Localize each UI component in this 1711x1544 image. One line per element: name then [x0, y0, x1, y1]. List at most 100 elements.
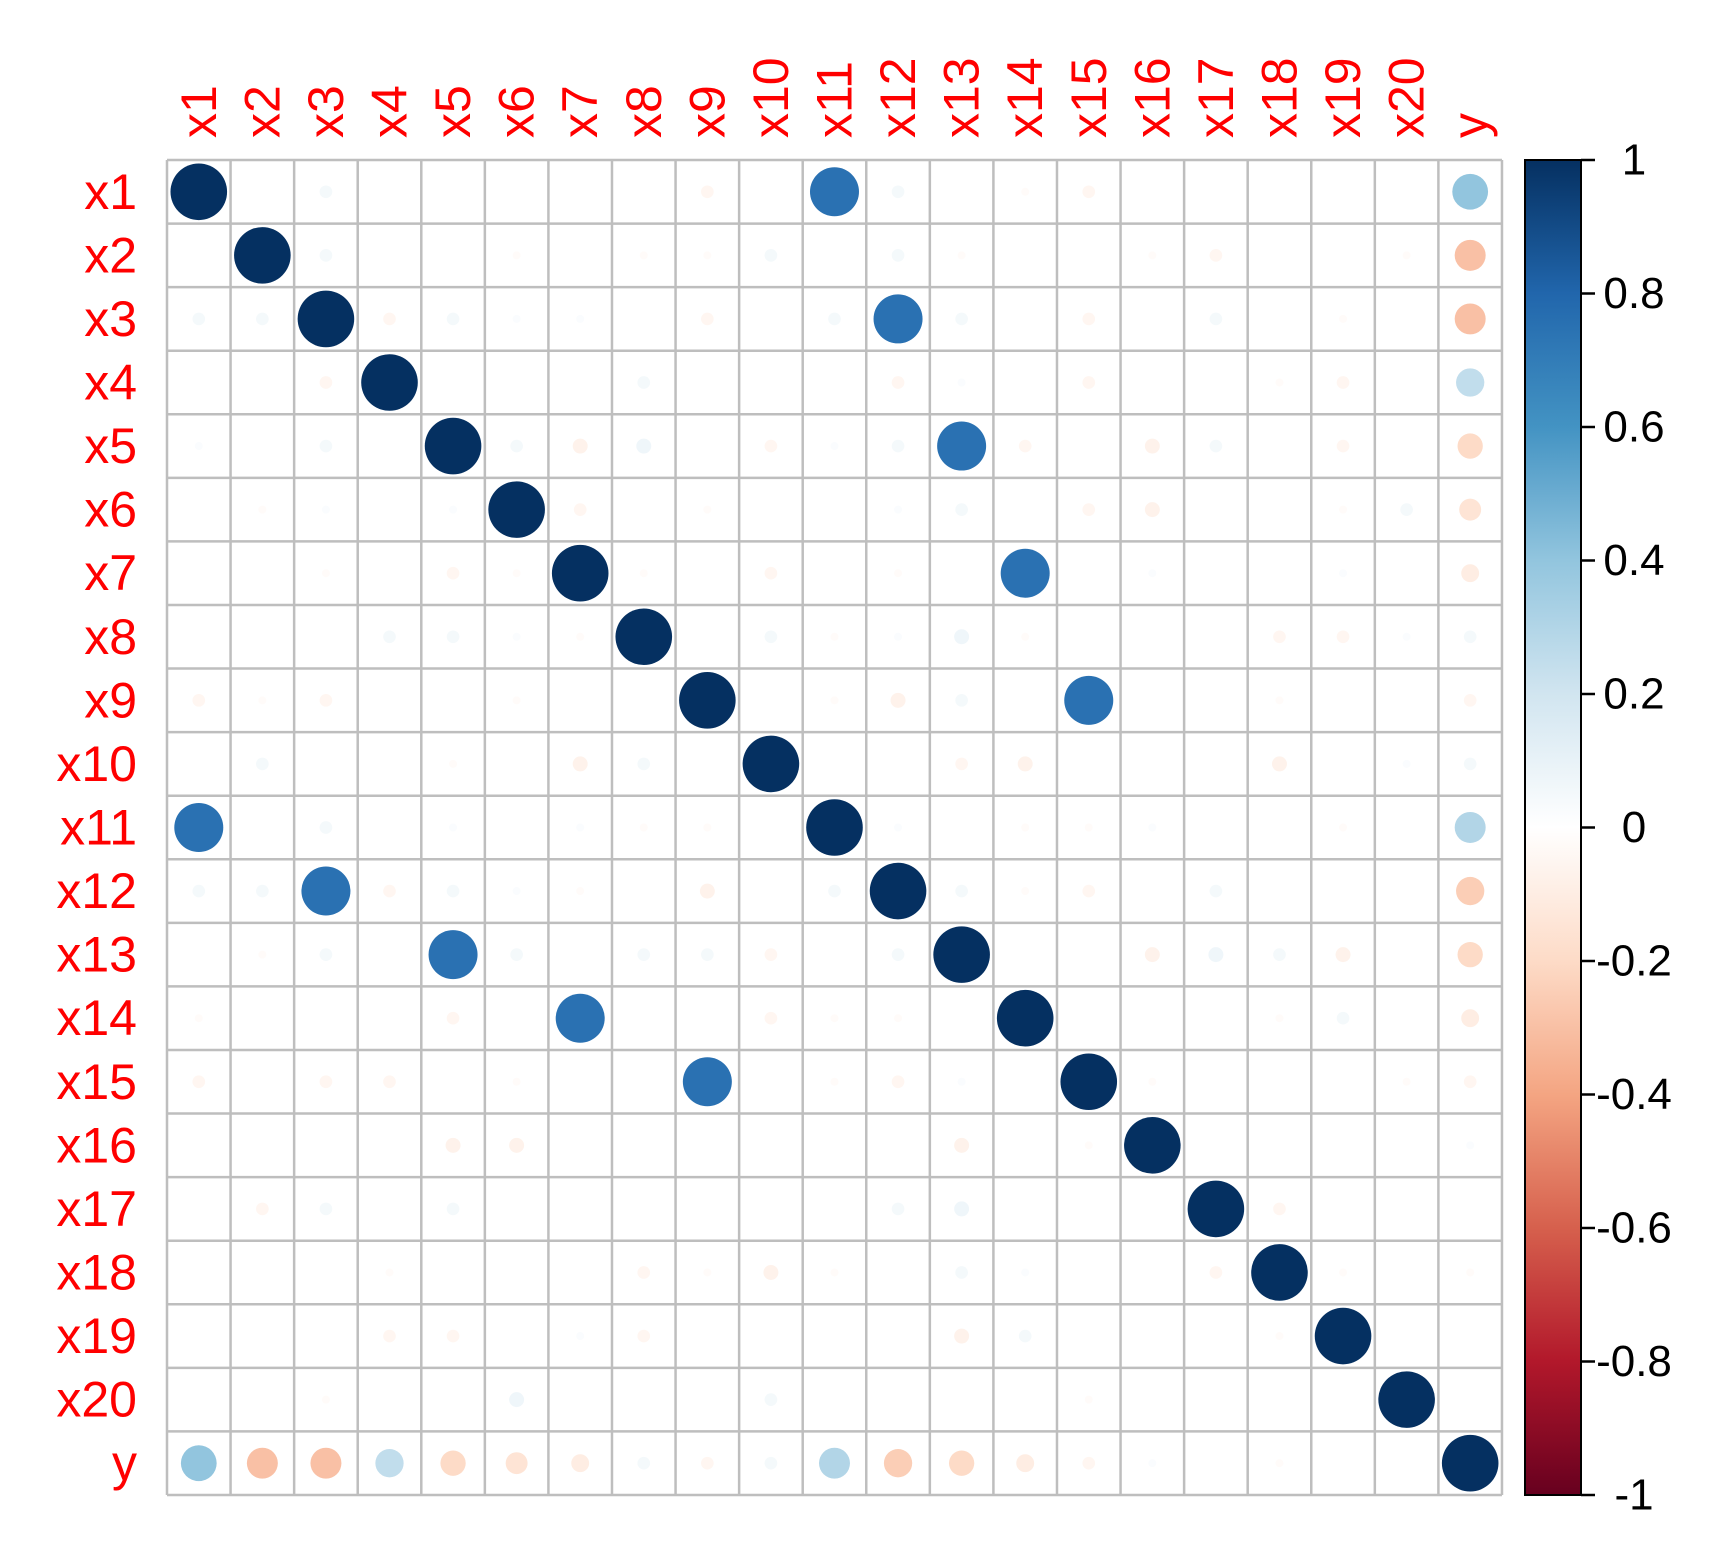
col-label-x18: x18	[1251, 57, 1307, 138]
row-label-x8: x8	[84, 609, 137, 665]
col-label-x4: x4	[361, 85, 417, 138]
row-label-x3: x3	[84, 291, 137, 347]
corr-circle-x17-x3	[319, 1202, 333, 1216]
corr-circle-x17-x13	[954, 1201, 970, 1217]
corr-circle-x15-y	[1463, 1075, 1477, 1089]
corr-circle-x5-x19	[1336, 439, 1350, 453]
corr-circle-x20-x3	[321, 1395, 330, 1404]
corr-circle-x11-x14	[1021, 823, 1030, 832]
corr-circle-y-y	[1441, 1434, 1499, 1492]
corr-circle-x8-x5	[446, 630, 460, 644]
corr-circle-x4-x15	[1082, 376, 1096, 389]
corr-circle-x2-x10	[764, 249, 778, 262]
corr-circle-x2-x12	[891, 249, 905, 262]
corr-circle-x7-x10	[764, 566, 778, 580]
corr-circle-x14-y	[1461, 1009, 1480, 1028]
corr-circle-x11-x15	[1084, 823, 1093, 832]
corr-circle-y-x8	[637, 1456, 651, 1470]
corr-circle-x19-x19	[1314, 1307, 1372, 1365]
corr-circle-x13-x5	[428, 930, 478, 980]
row-label-x12: x12	[56, 863, 137, 919]
corr-circle-x11-y	[1454, 812, 1486, 843]
corr-circle-x8-x6	[512, 632, 521, 641]
corr-circle-x3-x4	[383, 312, 396, 326]
corr-circle-y-x15	[1082, 1456, 1096, 1470]
corr-circle-x9-x9	[679, 672, 736, 729]
col-label-x17: x17	[1188, 57, 1244, 138]
corr-circle-x13-x17	[1208, 947, 1224, 963]
row-labels: x1 x2 x3 x4 x5 x6 x7 x8 x9 x10 x11 x12 x13 x14 x15 x16 x…	[56, 164, 137, 1491]
corr-circle-x20-x20	[1378, 1371, 1435, 1428]
corr-circle-x3-x15	[1082, 312, 1096, 326]
corr-circle-x5-x7	[572, 438, 588, 454]
corr-circle-x8-x12	[894, 632, 903, 641]
corr-circle-x2-x16	[1148, 251, 1157, 260]
row-label-y: y	[112, 1435, 137, 1491]
corr-circle-x10-x5	[449, 759, 458, 768]
corr-circle-x14-x18	[1275, 1014, 1284, 1023]
col-label-x14: x14	[997, 57, 1053, 138]
corr-circle-x10-x10	[742, 735, 800, 793]
col-label-x5: x5	[425, 85, 481, 138]
corr-circle-x3-x19	[1339, 314, 1348, 323]
corr-circle-x4-y	[1456, 368, 1485, 397]
corr-circle-x9-x11	[830, 696, 839, 705]
row-label-x10: x10	[56, 736, 137, 792]
corr-circle-x18-x18	[1251, 1244, 1308, 1301]
corr-circle-x18-x14	[1021, 1268, 1030, 1277]
corr-circle-x7-x12	[894, 569, 903, 578]
row-label-x7: x7	[84, 545, 137, 601]
corr-circle-x5-x6	[510, 439, 523, 453]
corr-circle-x12-x12	[869, 862, 927, 920]
corr-circle-x5-x5	[424, 417, 482, 475]
corr-circle-x8-x11	[830, 632, 839, 641]
corr-circle-x11-x11	[806, 799, 863, 856]
corr-circle-x5-y	[1457, 433, 1483, 459]
corr-circle-x14-x1	[194, 1014, 203, 1023]
corr-circle-x17-x2	[256, 1202, 269, 1216]
corr-circle-x2-x8	[639, 251, 648, 260]
corr-circle-x5-x11	[830, 442, 839, 451]
corr-circle-x15-x15	[1060, 1053, 1118, 1111]
corr-circle-x14-x19	[1336, 1011, 1350, 1025]
corr-circle-x19-x8	[637, 1329, 651, 1343]
corr-circle-y-x9	[701, 1456, 714, 1470]
corr-circle-x11-x9	[703, 823, 712, 832]
corr-circle-x10-x18	[1271, 756, 1287, 772]
corr-circle-y-x7	[571, 1454, 590, 1473]
corr-circle-y-x14	[1016, 1454, 1035, 1473]
row-label-x6: x6	[84, 482, 137, 538]
corr-circle-x16-x15	[1084, 1141, 1093, 1150]
colorbar-tick-label: 0	[1622, 803, 1646, 852]
corr-circle-x3-x13	[955, 312, 968, 326]
corr-circle-y-x5	[440, 1450, 466, 1476]
corr-circle-x8-x8	[615, 608, 673, 666]
corr-circle-x11-x16	[1148, 823, 1157, 832]
corr-circle-x15-x1	[192, 1075, 206, 1089]
corr-circle-x3-x17	[1209, 312, 1223, 326]
corr-circle-x9-y	[1463, 694, 1477, 707]
corr-circle-x18-x17	[1209, 1266, 1223, 1279]
corr-circle-x4-x12	[891, 376, 905, 389]
corr-circle-y-x18	[1275, 1459, 1284, 1468]
corr-circle-x11-x8	[639, 823, 648, 832]
corr-circle-x7-x3	[321, 569, 330, 578]
row-label-x4: x4	[84, 354, 137, 410]
corr-circle-y-x16	[1148, 1459, 1157, 1468]
corr-circle-x5-x14	[1018, 439, 1032, 453]
corr-circle-x6-x20	[1400, 503, 1413, 516]
corr-circle-x11-x5	[449, 823, 458, 832]
corr-circle-x4-x8	[637, 376, 651, 389]
corr-circle-y-x13	[948, 1450, 975, 1476]
corr-circle-x2-x6	[512, 251, 521, 260]
corr-circle-x12-x5	[446, 884, 460, 898]
col-label-x19: x19	[1315, 57, 1371, 138]
corr-circle-x20-x6	[509, 1392, 525, 1408]
corr-circle-x6-y	[1459, 498, 1482, 521]
corr-circle-x6-x19	[1339, 505, 1348, 514]
corr-circle-x12-y	[1456, 876, 1485, 906]
corr-circle-x5-x1	[194, 442, 203, 451]
corr-circle-x7-x14	[1000, 548, 1050, 598]
col-label-x15: x15	[1061, 57, 1117, 138]
corr-circle-x19-x18	[1275, 1332, 1284, 1341]
